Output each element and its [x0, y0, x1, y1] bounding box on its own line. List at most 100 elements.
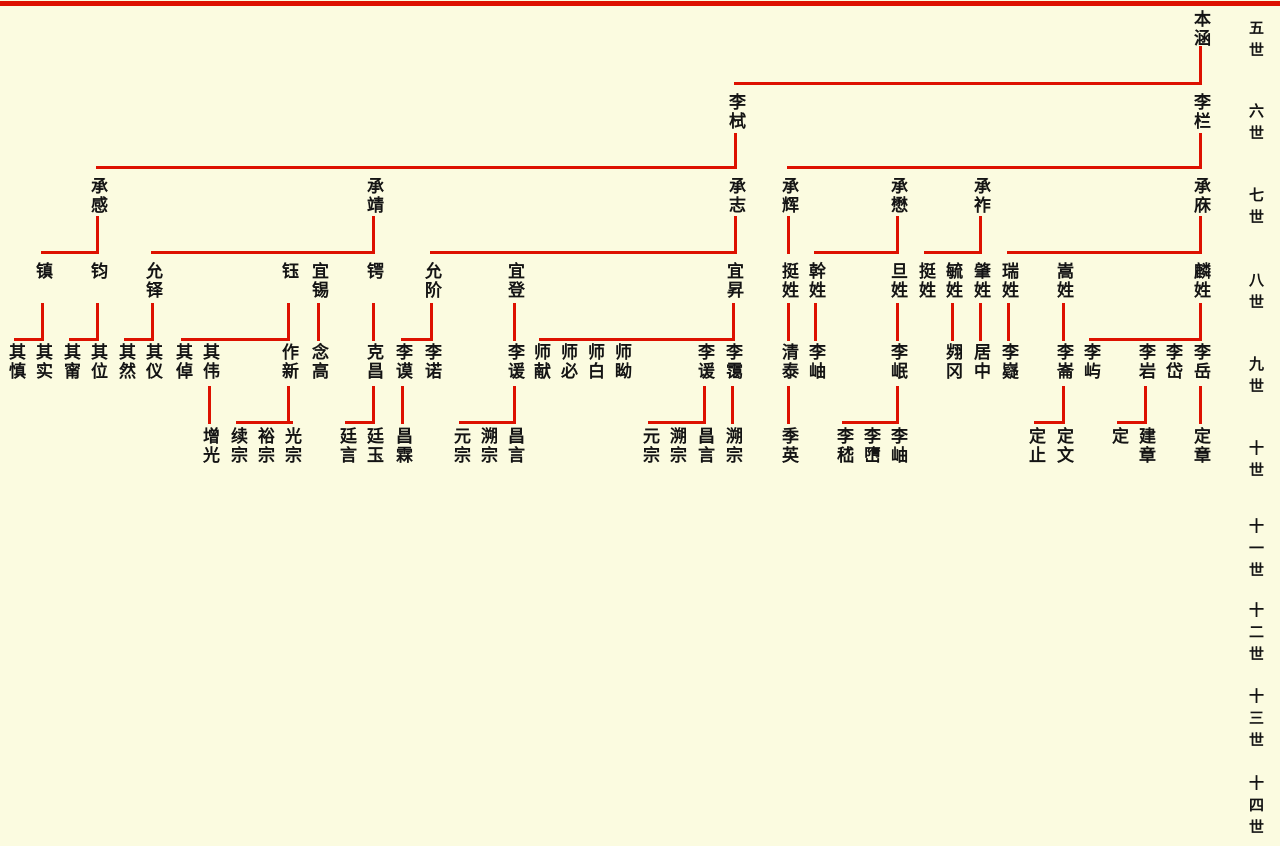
top-border-line	[0, 1, 1280, 6]
tree-node-C1: 承感	[88, 177, 107, 215]
tree-node-D13: 挺姓	[916, 262, 935, 300]
generation-label: 十二世	[1247, 602, 1264, 668]
tree-node-E21: 清泰	[779, 343, 798, 381]
connector-rail	[236, 421, 293, 424]
connector-rail	[459, 421, 516, 424]
tree-node-D12: 旦姓	[888, 262, 907, 300]
connector-rail	[787, 166, 1202, 169]
connector-vertical	[979, 216, 982, 254]
tree-node-E26: 李嶷	[999, 343, 1018, 381]
tree-node-E22: 李岫	[806, 343, 825, 381]
tree-node-F11: 元宗	[640, 427, 659, 465]
tree-node-F7: 昌霖	[393, 427, 412, 465]
tree-node-E2: 其实	[33, 343, 52, 381]
generation-label: 八世	[1247, 272, 1264, 316]
connector-vertical	[513, 303, 516, 341]
connector-vertical	[372, 386, 375, 424]
tree-node-F17: 李嶞	[861, 427, 880, 465]
connector-vertical	[734, 133, 737, 169]
generation-label: 十三世	[1247, 688, 1264, 754]
tree-node-F23: 定章	[1191, 427, 1210, 465]
generation-label: 五世	[1247, 20, 1264, 64]
connector-vertical	[401, 386, 404, 424]
tree-node-F4: 光宗	[282, 427, 301, 465]
tree-node-D14: 毓姓	[943, 262, 962, 300]
connector-vertical	[96, 303, 99, 341]
connector-vertical	[787, 216, 790, 254]
tree-node-F16: 李嵇	[834, 427, 853, 465]
connector-rail	[151, 251, 375, 254]
connector-rail	[1117, 421, 1147, 424]
connector-vertical	[317, 303, 320, 341]
tree-node-E3: 其甯	[61, 343, 80, 381]
tree-node-E16: 师必	[558, 343, 577, 381]
connector-vertical	[41, 303, 44, 341]
generation-label: 六世	[1247, 103, 1264, 147]
connector-vertical	[731, 386, 734, 424]
generation-label: 十四世	[1247, 775, 1264, 841]
tree-node-F10: 昌言	[505, 427, 524, 465]
tree-node-E13: 李诺	[422, 343, 441, 381]
connector-rail	[1089, 338, 1202, 341]
tree-node-F2: 续宗	[228, 427, 247, 465]
connector-vertical	[1199, 46, 1202, 85]
tree-node-E18: 师眑	[612, 343, 631, 381]
connector-rail	[539, 338, 735, 341]
connector-rail	[1007, 251, 1202, 254]
connector-vertical	[787, 386, 790, 424]
tree-node-A1: 本涵	[1191, 10, 1210, 48]
tree-node-D10: 挺姓	[779, 262, 798, 300]
tree-node-D17: 嵩姓	[1054, 262, 1073, 300]
connector-rail	[814, 251, 899, 254]
tree-node-D18: 麟姓	[1191, 262, 1210, 300]
tree-node-E17: 师白	[585, 343, 604, 381]
connector-vertical	[151, 303, 154, 341]
connector-rail	[345, 421, 375, 424]
tree-node-D3: 允铎	[143, 262, 162, 300]
connector-rail	[1034, 421, 1065, 424]
tree-node-E23: 李岷	[888, 343, 907, 381]
tree-node-C5: 承懋	[888, 177, 907, 215]
tree-node-F9: 溯宗	[478, 427, 497, 465]
connector-vertical	[732, 303, 735, 341]
tree-node-D5: 宜锡	[309, 262, 328, 300]
connector-rail	[181, 338, 290, 341]
connector-vertical	[372, 303, 375, 341]
tree-node-D11: 幹姓	[806, 262, 825, 300]
tree-node-E15: 师献	[531, 343, 550, 381]
connector-vertical	[734, 216, 737, 254]
tree-node-F14: 溯宗	[723, 427, 742, 465]
connector-vertical	[1199, 303, 1202, 341]
tree-node-E6: 其仪	[143, 343, 162, 381]
connector-vertical	[287, 386, 290, 424]
tree-node-F13: 昌言	[695, 427, 714, 465]
tree-node-F5: 廷言	[337, 427, 356, 465]
connector-rail	[924, 251, 982, 254]
tree-node-E20: 李霭	[723, 343, 742, 381]
tree-node-D16: 瑞姓	[999, 262, 1018, 300]
tree-node-D6: 锷	[364, 262, 383, 281]
connector-vertical	[1062, 386, 1065, 424]
tree-node-E7: 其倬	[173, 343, 192, 381]
tree-node-F21: 定	[1109, 427, 1128, 446]
connector-vertical	[896, 386, 899, 424]
generation-label: 七世	[1247, 187, 1264, 231]
connector-vertical	[1199, 216, 1202, 254]
tree-node-F18: 李岫	[888, 427, 907, 465]
connector-vertical	[814, 303, 817, 341]
connector-rail	[648, 421, 706, 424]
tree-node-D7: 允阶	[422, 262, 441, 300]
tree-node-D1: 镇	[33, 262, 52, 281]
generation-label: 十一世	[1247, 518, 1264, 584]
connector-rail	[124, 338, 154, 341]
tree-node-B1: 李栻	[726, 93, 745, 131]
connector-rail	[96, 166, 737, 169]
connector-vertical	[430, 303, 433, 341]
connector-vertical	[703, 386, 706, 424]
tree-node-B2: 李栏	[1191, 93, 1210, 131]
connector-vertical	[287, 303, 290, 341]
connector-rail	[401, 338, 433, 341]
connector-vertical	[1007, 303, 1010, 341]
generation-label: 九世	[1247, 356, 1264, 400]
